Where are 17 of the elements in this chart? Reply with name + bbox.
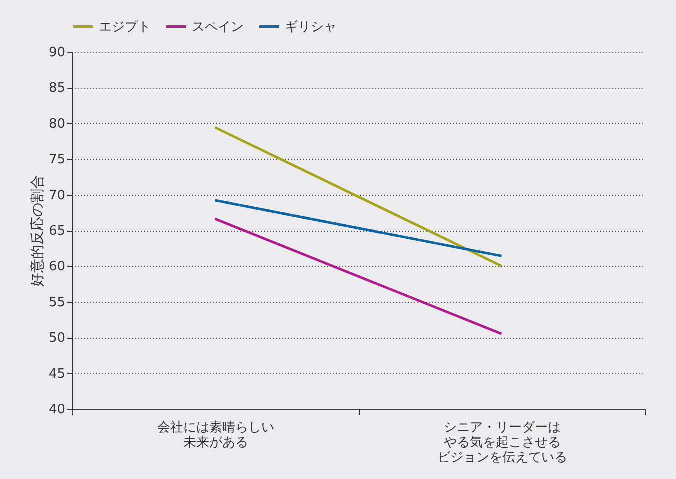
y-tick-label: 65 (48, 224, 66, 239)
y-axis-title: 好意的反応の割合 (30, 175, 46, 287)
y-tick-label: 45 (48, 366, 66, 382)
y-tick-label: 80 (48, 116, 66, 132)
y-tick-label: 70 (48, 188, 66, 204)
x-tick-label: 会社には素晴らしい未来がある (157, 420, 274, 450)
y-tick-label: 55 (48, 295, 66, 310)
y-tick-label: 85 (48, 81, 66, 96)
legend-label: エジプト (99, 20, 151, 35)
y-tick-label: 40 (48, 402, 66, 418)
y-tick-label: 60 (48, 260, 66, 275)
legend-label: スペイン (192, 20, 244, 35)
x-tick-label: シニア・リーダーはやる気を起こさせるビジョンを伝えている (437, 420, 568, 466)
y-tick-label: 90 (48, 46, 66, 60)
legend-label: ギリシャ (285, 20, 337, 35)
y-tick-label: 75 (48, 152, 66, 168)
y-tick-label: 50 (48, 331, 66, 346)
